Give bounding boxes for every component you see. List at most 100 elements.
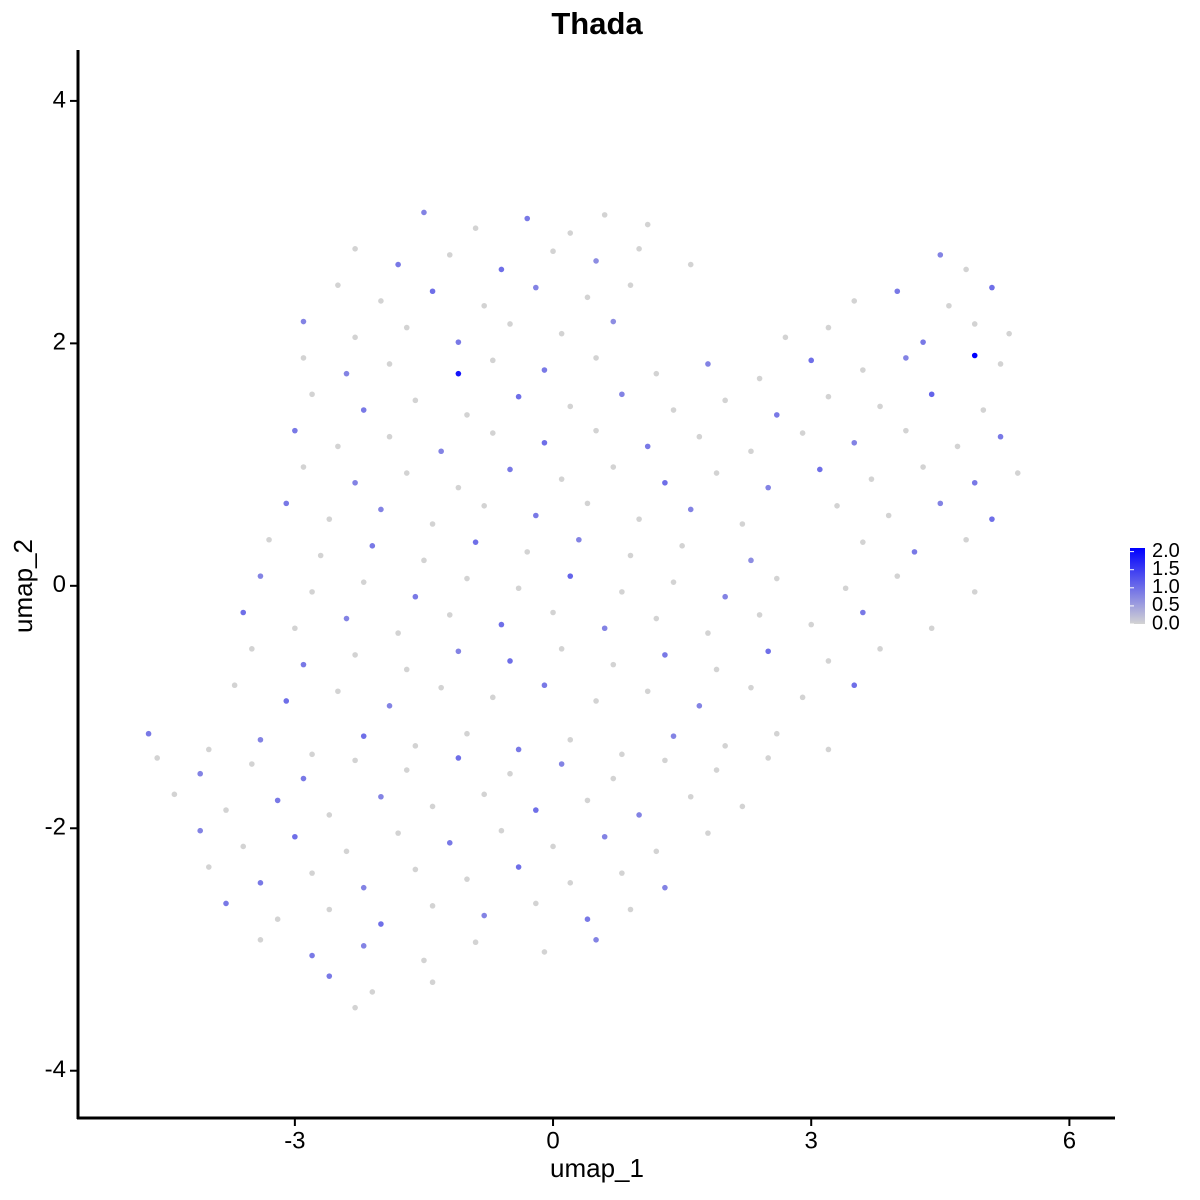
point	[429, 803, 436, 810]
point	[283, 500, 290, 507]
point	[653, 615, 660, 622]
point	[231, 682, 238, 689]
point	[455, 484, 462, 491]
point	[696, 433, 703, 440]
point	[283, 698, 290, 704]
point	[584, 797, 591, 804]
point	[309, 751, 315, 758]
point	[627, 552, 634, 559]
point	[274, 797, 281, 804]
point	[412, 743, 419, 749]
point	[619, 391, 625, 398]
point	[971, 352, 978, 359]
point	[498, 827, 505, 834]
point	[541, 367, 548, 373]
point	[911, 549, 918, 555]
point	[378, 506, 384, 513]
point	[300, 661, 307, 668]
point	[472, 225, 479, 232]
point	[662, 652, 668, 658]
point	[429, 521, 436, 527]
point	[954, 443, 961, 450]
point	[515, 393, 522, 400]
point	[662, 479, 668, 486]
point	[705, 361, 711, 367]
point	[1006, 330, 1012, 337]
point	[352, 479, 358, 486]
point	[197, 827, 204, 834]
point	[386, 703, 393, 709]
point	[206, 746, 212, 753]
point	[335, 688, 341, 695]
point	[928, 625, 935, 632]
point	[369, 543, 376, 549]
point	[636, 246, 642, 252]
point	[619, 751, 625, 758]
point	[240, 609, 247, 616]
y-tick-label: 4	[53, 86, 66, 113]
point	[817, 466, 823, 473]
point	[851, 439, 858, 446]
point	[601, 625, 608, 632]
point	[756, 612, 763, 618]
point	[713, 767, 720, 773]
point	[971, 479, 978, 486]
point	[223, 807, 229, 813]
point	[360, 579, 367, 585]
point	[464, 876, 470, 882]
point	[868, 476, 875, 482]
point	[257, 936, 264, 943]
point	[842, 585, 849, 592]
point	[662, 757, 668, 764]
point	[619, 589, 625, 595]
point	[412, 593, 419, 600]
point	[300, 355, 307, 361]
point	[558, 646, 565, 652]
point	[438, 448, 444, 455]
point	[352, 246, 358, 252]
point	[662, 884, 668, 891]
point	[748, 684, 754, 691]
point	[687, 793, 694, 800]
point	[326, 906, 333, 913]
point	[877, 403, 883, 410]
y-axis-label: umap_2	[8, 539, 38, 633]
point	[249, 761, 255, 767]
colorbar-tick-label: 0.0	[1152, 612, 1180, 634]
point	[257, 880, 264, 886]
point	[455, 370, 462, 377]
point	[885, 512, 892, 519]
point	[894, 573, 901, 579]
point	[567, 230, 574, 236]
point	[515, 585, 522, 592]
point	[309, 952, 315, 959]
point	[403, 324, 410, 331]
point	[352, 652, 358, 658]
point	[576, 536, 582, 543]
point	[860, 539, 866, 545]
point	[421, 957, 427, 964]
point	[429, 979, 436, 986]
point	[739, 521, 746, 527]
point	[584, 294, 591, 301]
point	[619, 870, 625, 876]
point	[722, 397, 728, 404]
point	[412, 866, 419, 873]
point	[808, 357, 815, 364]
point	[266, 536, 272, 543]
point	[429, 903, 436, 909]
point	[429, 288, 436, 295]
point	[558, 330, 565, 337]
point	[834, 503, 840, 509]
point	[395, 261, 401, 268]
point	[765, 648, 771, 655]
point	[386, 433, 393, 440]
point	[524, 549, 531, 555]
point	[171, 791, 178, 798]
point	[644, 688, 651, 695]
point	[687, 261, 694, 268]
point	[274, 916, 281, 922]
point	[567, 736, 574, 743]
point	[610, 318, 617, 325]
